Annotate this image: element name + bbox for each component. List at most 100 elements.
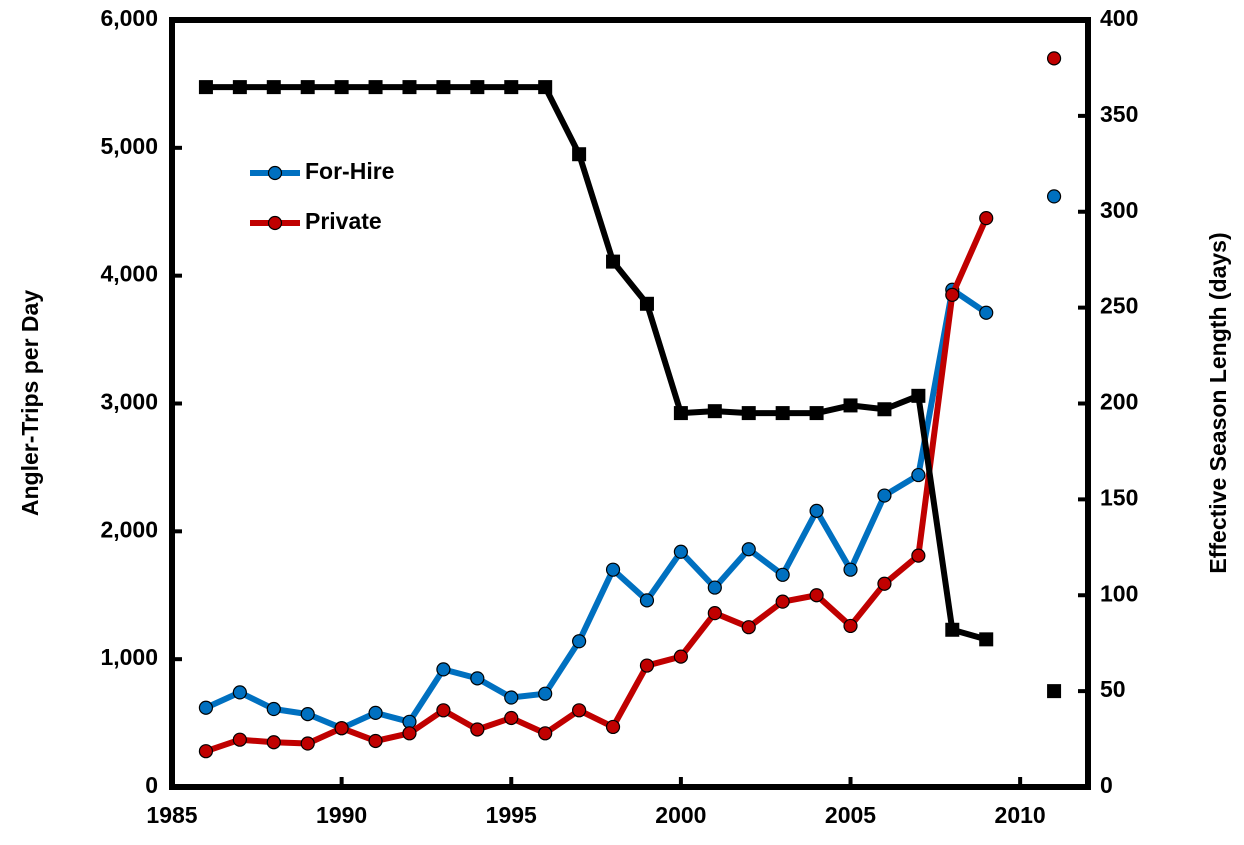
- y-tick-label: 6,000: [100, 5, 158, 31]
- y-tick-label: 1,000: [100, 644, 158, 670]
- y-axis-label: Angler-Trips per Day: [17, 290, 43, 516]
- y-tick-label: 2,000: [100, 516, 158, 542]
- marker: [266, 735, 281, 750]
- marker: [538, 80, 553, 95]
- marker: [572, 703, 587, 718]
- marker: [639, 296, 654, 311]
- x-tick-label: 1995: [486, 802, 537, 828]
- marker: [606, 254, 621, 269]
- marker: [436, 80, 451, 95]
- marker: [843, 618, 858, 634]
- marker: [300, 736, 315, 751]
- marker: [843, 398, 858, 413]
- marker: [809, 406, 824, 421]
- marker: [911, 467, 926, 483]
- marker: [402, 80, 417, 95]
- y2-tick-label: 100: [1100, 580, 1138, 606]
- marker: [198, 80, 213, 95]
- marker: [470, 722, 485, 737]
- marker: [538, 726, 553, 741]
- marker: [605, 719, 621, 735]
- y2-tick-label: 350: [1100, 101, 1138, 127]
- marker: [673, 406, 688, 421]
- y-tick-label: 3,000: [100, 389, 158, 415]
- marker: [538, 686, 553, 701]
- plot-frame: [169, 17, 1091, 790]
- marker: [1046, 189, 1062, 204]
- marker: [504, 690, 519, 705]
- marker: [470, 671, 485, 686]
- marker: [741, 542, 756, 557]
- marker: [368, 80, 383, 95]
- marker: [741, 406, 756, 421]
- y-tick-label: 4,000: [100, 261, 158, 287]
- marker: [979, 211, 994, 226]
- marker: [911, 548, 926, 563]
- marker: [639, 593, 655, 608]
- y2-tick-label: 0: [1100, 772, 1113, 798]
- legend-label: For-Hire: [305, 158, 394, 184]
- marker: [232, 732, 247, 747]
- marker: [707, 580, 722, 595]
- marker: [232, 685, 247, 700]
- marker: [334, 721, 349, 736]
- y2-tick-label: 250: [1100, 293, 1138, 319]
- marker: [945, 287, 960, 302]
- marker: [402, 726, 417, 741]
- marker: [809, 503, 824, 518]
- marker: [639, 658, 655, 673]
- series-line: [204, 286, 988, 732]
- x-tick-label: 1985: [146, 802, 197, 828]
- marker: [979, 305, 994, 320]
- marker: [809, 588, 824, 603]
- marker: [300, 707, 315, 722]
- marker: [673, 649, 688, 664]
- y2-tick-label: 300: [1100, 197, 1138, 223]
- marker: [572, 147, 587, 162]
- x-tick-label: 2005: [825, 802, 876, 828]
- marker: [877, 402, 892, 417]
- legend-label: Private: [305, 208, 382, 234]
- marker: [470, 80, 485, 95]
- marker: [504, 710, 519, 726]
- marker: [198, 744, 214, 759]
- marker: [741, 620, 756, 635]
- marker: [945, 622, 960, 637]
- marker: [232, 80, 247, 95]
- marker: [911, 388, 926, 403]
- marker: [673, 544, 688, 559]
- y-tick-label: 5,000: [100, 133, 158, 159]
- marker: [775, 567, 790, 582]
- marker: [707, 606, 722, 621]
- marker: [1046, 51, 1062, 66]
- marker: [605, 562, 621, 577]
- marker: [504, 80, 519, 95]
- series-line: [204, 216, 989, 755]
- marker: [877, 488, 892, 503]
- marker: [843, 562, 858, 577]
- y-tick-label: 0: [145, 772, 158, 798]
- x-tick-label: 2000: [655, 802, 706, 828]
- y2-tick-label: 50: [1100, 676, 1126, 702]
- y2-tick-label: 200: [1100, 389, 1138, 415]
- legend-marker: [267, 215, 283, 231]
- marker: [266, 701, 281, 717]
- marker: [436, 662, 451, 677]
- y2-axis-label: Effective Season Length (days): [1205, 232, 1231, 573]
- y2-tick-label: 400: [1100, 5, 1138, 31]
- marker: [300, 80, 315, 95]
- marker: [334, 80, 349, 95]
- marker: [1047, 684, 1062, 699]
- x-tick-label: 1990: [316, 802, 367, 828]
- marker: [979, 632, 994, 647]
- marker: [368, 705, 383, 720]
- marker: [368, 733, 383, 749]
- marker: [266, 80, 281, 95]
- marker: [877, 576, 892, 591]
- marker: [775, 406, 790, 421]
- marker: [707, 404, 722, 419]
- marker: [775, 594, 790, 609]
- marker: [198, 700, 214, 715]
